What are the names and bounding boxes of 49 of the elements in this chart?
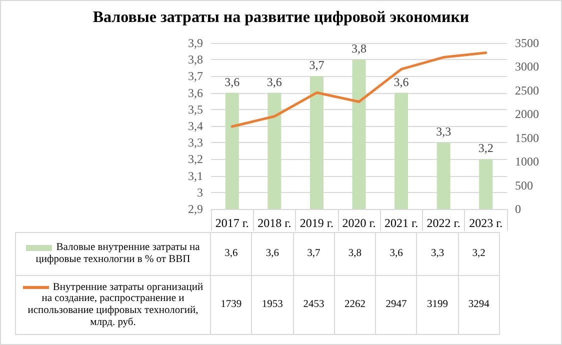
text: 3,6 xyxy=(394,74,409,89)
legend-label: Внутренние затраты организаций на создание, распространение и использование цифровых технологий, млрд. руб. xyxy=(16,276,210,334)
data-label: 3199 xyxy=(416,276,458,334)
data-label: 3,2 xyxy=(458,232,500,276)
y-tick-label: 3,2 xyxy=(188,152,203,166)
text: 3,6 xyxy=(266,74,282,89)
y2-tick-label: 0 xyxy=(515,202,521,216)
x-tick-label: 2020 г. xyxy=(342,216,376,230)
y-tick-label: 3,9 xyxy=(188,36,203,50)
x-tick-label: 2021 г. xyxy=(384,216,418,230)
y-tick-label: 3 xyxy=(197,185,203,200)
text: 3,7 xyxy=(309,58,324,72)
text: 3,8 xyxy=(352,42,366,56)
text: 3,3 xyxy=(436,124,452,139)
data-label: 2262 xyxy=(334,276,376,334)
x-tick-label: 2022 г. xyxy=(426,216,460,230)
data-label: 1739 xyxy=(210,276,252,334)
data-label: 3,3 xyxy=(416,232,458,276)
y2-tick-label: 3500 xyxy=(515,36,539,50)
y-tick-label: 3,1 xyxy=(188,168,203,183)
x-tick-label: 2023 г. xyxy=(469,216,503,230)
y-tick-label: 3,5 xyxy=(188,102,203,116)
y2-tick-label: 1500 xyxy=(515,130,539,145)
data-label: 3,6 xyxy=(252,232,294,276)
data-label: 1953 xyxy=(252,276,294,334)
y-tick-label: 2,9 xyxy=(188,202,203,216)
data-label: 3,7 xyxy=(293,232,334,276)
y2-tick-label: 3000 xyxy=(515,60,539,74)
data-label: 3294 xyxy=(458,276,500,334)
data-label: 3,8 xyxy=(334,232,376,276)
y2-tick-label: 500 xyxy=(515,178,533,192)
data-label: 2947 xyxy=(376,276,417,334)
y-tick-label: 3,7 xyxy=(188,69,203,84)
y2-tick-label: 1000 xyxy=(515,154,539,169)
y-tick-label: 3,3 xyxy=(188,136,203,150)
y2-tick-label: 2000 xyxy=(515,107,539,122)
x-tick-label: 2019 г. xyxy=(300,216,334,230)
text: 3,6 xyxy=(224,74,240,89)
x-tick-label: 2018 г. xyxy=(258,216,292,230)
text: 3,2 xyxy=(478,141,494,156)
y-tick-label: 3,8 xyxy=(188,52,203,67)
data-label: 2453 xyxy=(293,276,334,334)
x-tick-label: 2017 г. xyxy=(215,216,249,230)
legend-label: Валовые внутренние затраты на цифровые технологии в % от ВВП xyxy=(16,232,210,276)
chart-title: Валовые затраты на развитие цифровой экономики xyxy=(92,9,470,27)
data-label: 3,6 xyxy=(376,232,417,276)
y-tick-label: 3,4 xyxy=(188,119,203,133)
y2-tick-label: 2500 xyxy=(515,83,539,98)
y-tick-label: 3,6 xyxy=(188,86,203,100)
